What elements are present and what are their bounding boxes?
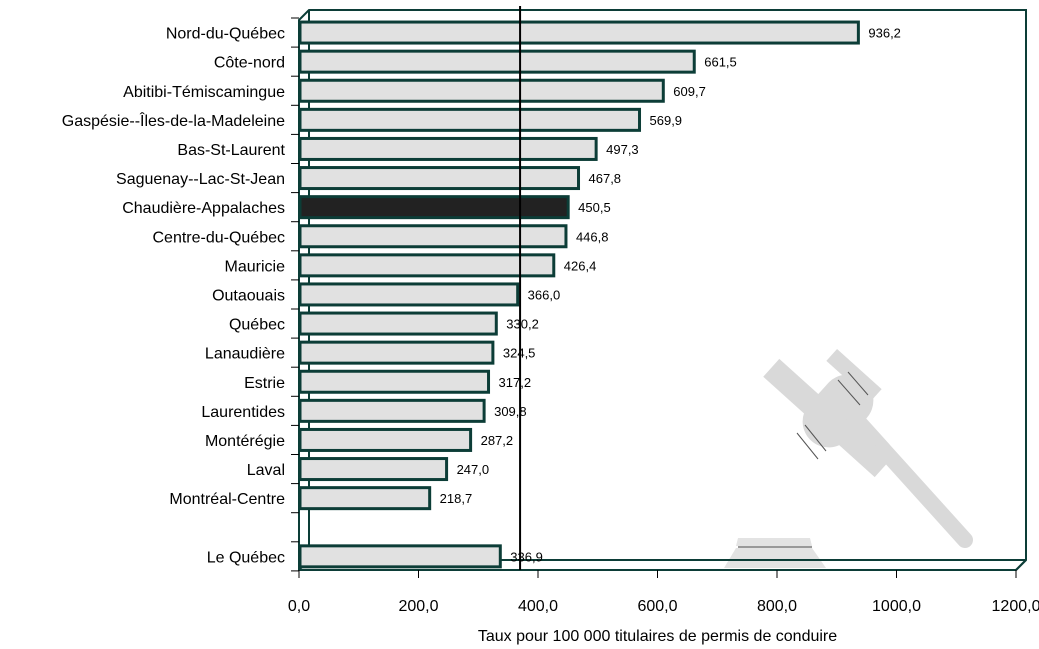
data-label: 309,8 — [494, 404, 527, 419]
x-tick-label: 800,0 — [757, 598, 797, 615]
data-label: 336,9 — [510, 549, 543, 564]
data-label: 609,7 — [673, 84, 706, 99]
bar — [298, 20, 860, 45]
category-label: Outaouais — [212, 287, 285, 304]
bar — [298, 486, 432, 511]
category-label: Bas-St-Laurent — [177, 142, 285, 159]
bar — [298, 398, 486, 423]
data-label: 936,2 — [868, 26, 901, 41]
bar — [298, 107, 642, 132]
data-label: 446,8 — [576, 229, 609, 244]
plot-corner-edge — [1015, 559, 1027, 571]
x-tick-label: 1200,0 — [992, 598, 1039, 615]
gavel-icon — [724, 348, 973, 568]
bar — [298, 340, 495, 365]
bars-group — [298, 20, 860, 569]
bar — [298, 311, 498, 336]
bar — [298, 282, 520, 307]
bar — [298, 136, 598, 161]
category-label: Nord-du-Québec — [166, 26, 285, 43]
data-label: 497,3 — [606, 142, 639, 157]
category-label: Gaspésie--Îles-de-la-Madeleine — [62, 111, 285, 130]
data-label: 661,5 — [704, 55, 737, 70]
data-label: 287,2 — [481, 433, 514, 448]
bar — [298, 195, 570, 220]
x-axis-title: Taux pour 100 000 titulaires de permis d… — [478, 628, 837, 645]
category-label: Lanaudière — [205, 346, 285, 363]
x-axis: 0,0 200,0 400,0 600,0 800,0 1000,0 1200,0 Taux … — [288, 570, 1039, 645]
data-label: 569,9 — [650, 113, 683, 128]
data-label: 247,0 — [457, 462, 490, 477]
x-tick-label: 200,0 — [398, 598, 438, 615]
bar — [298, 544, 502, 569]
bar — [298, 457, 449, 482]
category-label: Chaudière-Appalaches — [122, 200, 285, 217]
x-tick-label: 1000,0 — [872, 598, 921, 615]
bar — [298, 224, 568, 249]
category-label: Québec — [229, 317, 285, 334]
bar — [298, 49, 696, 74]
bar — [298, 166, 581, 191]
category-label: Côte-nord — [214, 55, 285, 72]
x-tick-label: 0,0 — [288, 598, 310, 615]
bar — [298, 78, 665, 103]
data-label: 366,0 — [528, 287, 561, 302]
data-label: 317,2 — [499, 375, 532, 390]
bar — [298, 253, 556, 278]
category-label: Le Québec — [207, 549, 285, 566]
category-label: Montérégie — [205, 433, 285, 450]
x-tick-label: 600,0 — [637, 598, 677, 615]
category-label: Saguenay--Lac-St-Jean — [116, 171, 285, 188]
data-label: 218,7 — [440, 491, 473, 506]
data-label: 450,5 — [578, 200, 611, 215]
data-label: 467,8 — [589, 171, 622, 186]
category-label: Mauricie — [225, 258, 286, 275]
data-label: 426,4 — [564, 258, 597, 273]
bar — [298, 369, 491, 394]
x-tick-label: 400,0 — [518, 598, 558, 615]
category-label: Centre-du-Québec — [152, 229, 285, 246]
bar — [298, 427, 473, 452]
data-label: 330,2 — [506, 317, 539, 332]
category-label: Estrie — [244, 375, 285, 392]
category-label: Montréal-Centre — [169, 491, 285, 508]
category-label: Laval — [247, 462, 285, 479]
labels-group: Nord-du-Québec 936,2 Côte-nord 661,5 Abitibi… — [62, 17, 901, 572]
category-label: Abitibi-Témiscamingue — [123, 84, 285, 101]
category-label: Laurentides — [201, 404, 285, 421]
data-label: 324,5 — [503, 346, 536, 361]
